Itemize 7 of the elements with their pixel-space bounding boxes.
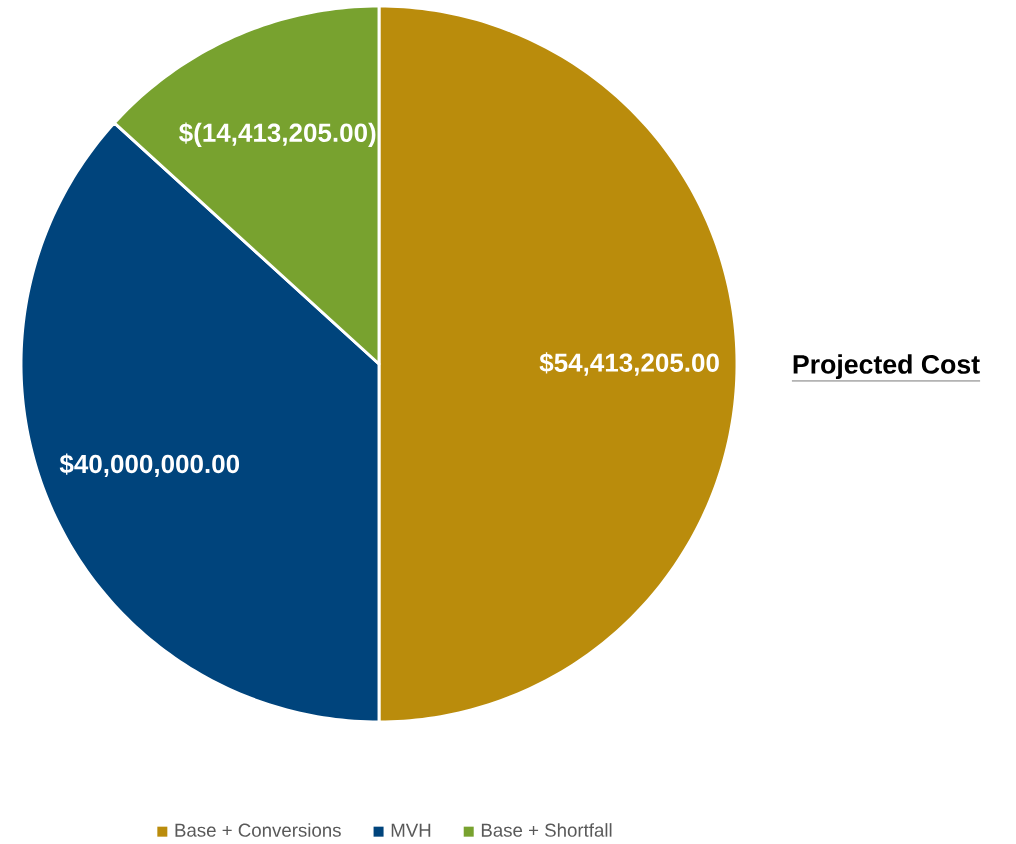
data-label: $40,000,000.00 xyxy=(59,453,240,477)
data-label: $(14,413,205.00) xyxy=(179,122,376,148)
legend-label: MVH xyxy=(391,823,431,837)
legend-label: Base + Shortfall xyxy=(481,823,612,837)
data-label: $54,413,205.00 xyxy=(539,352,719,376)
legend-label: Base + Conversions xyxy=(175,823,341,837)
text: Projected Cost xyxy=(793,354,980,380)
